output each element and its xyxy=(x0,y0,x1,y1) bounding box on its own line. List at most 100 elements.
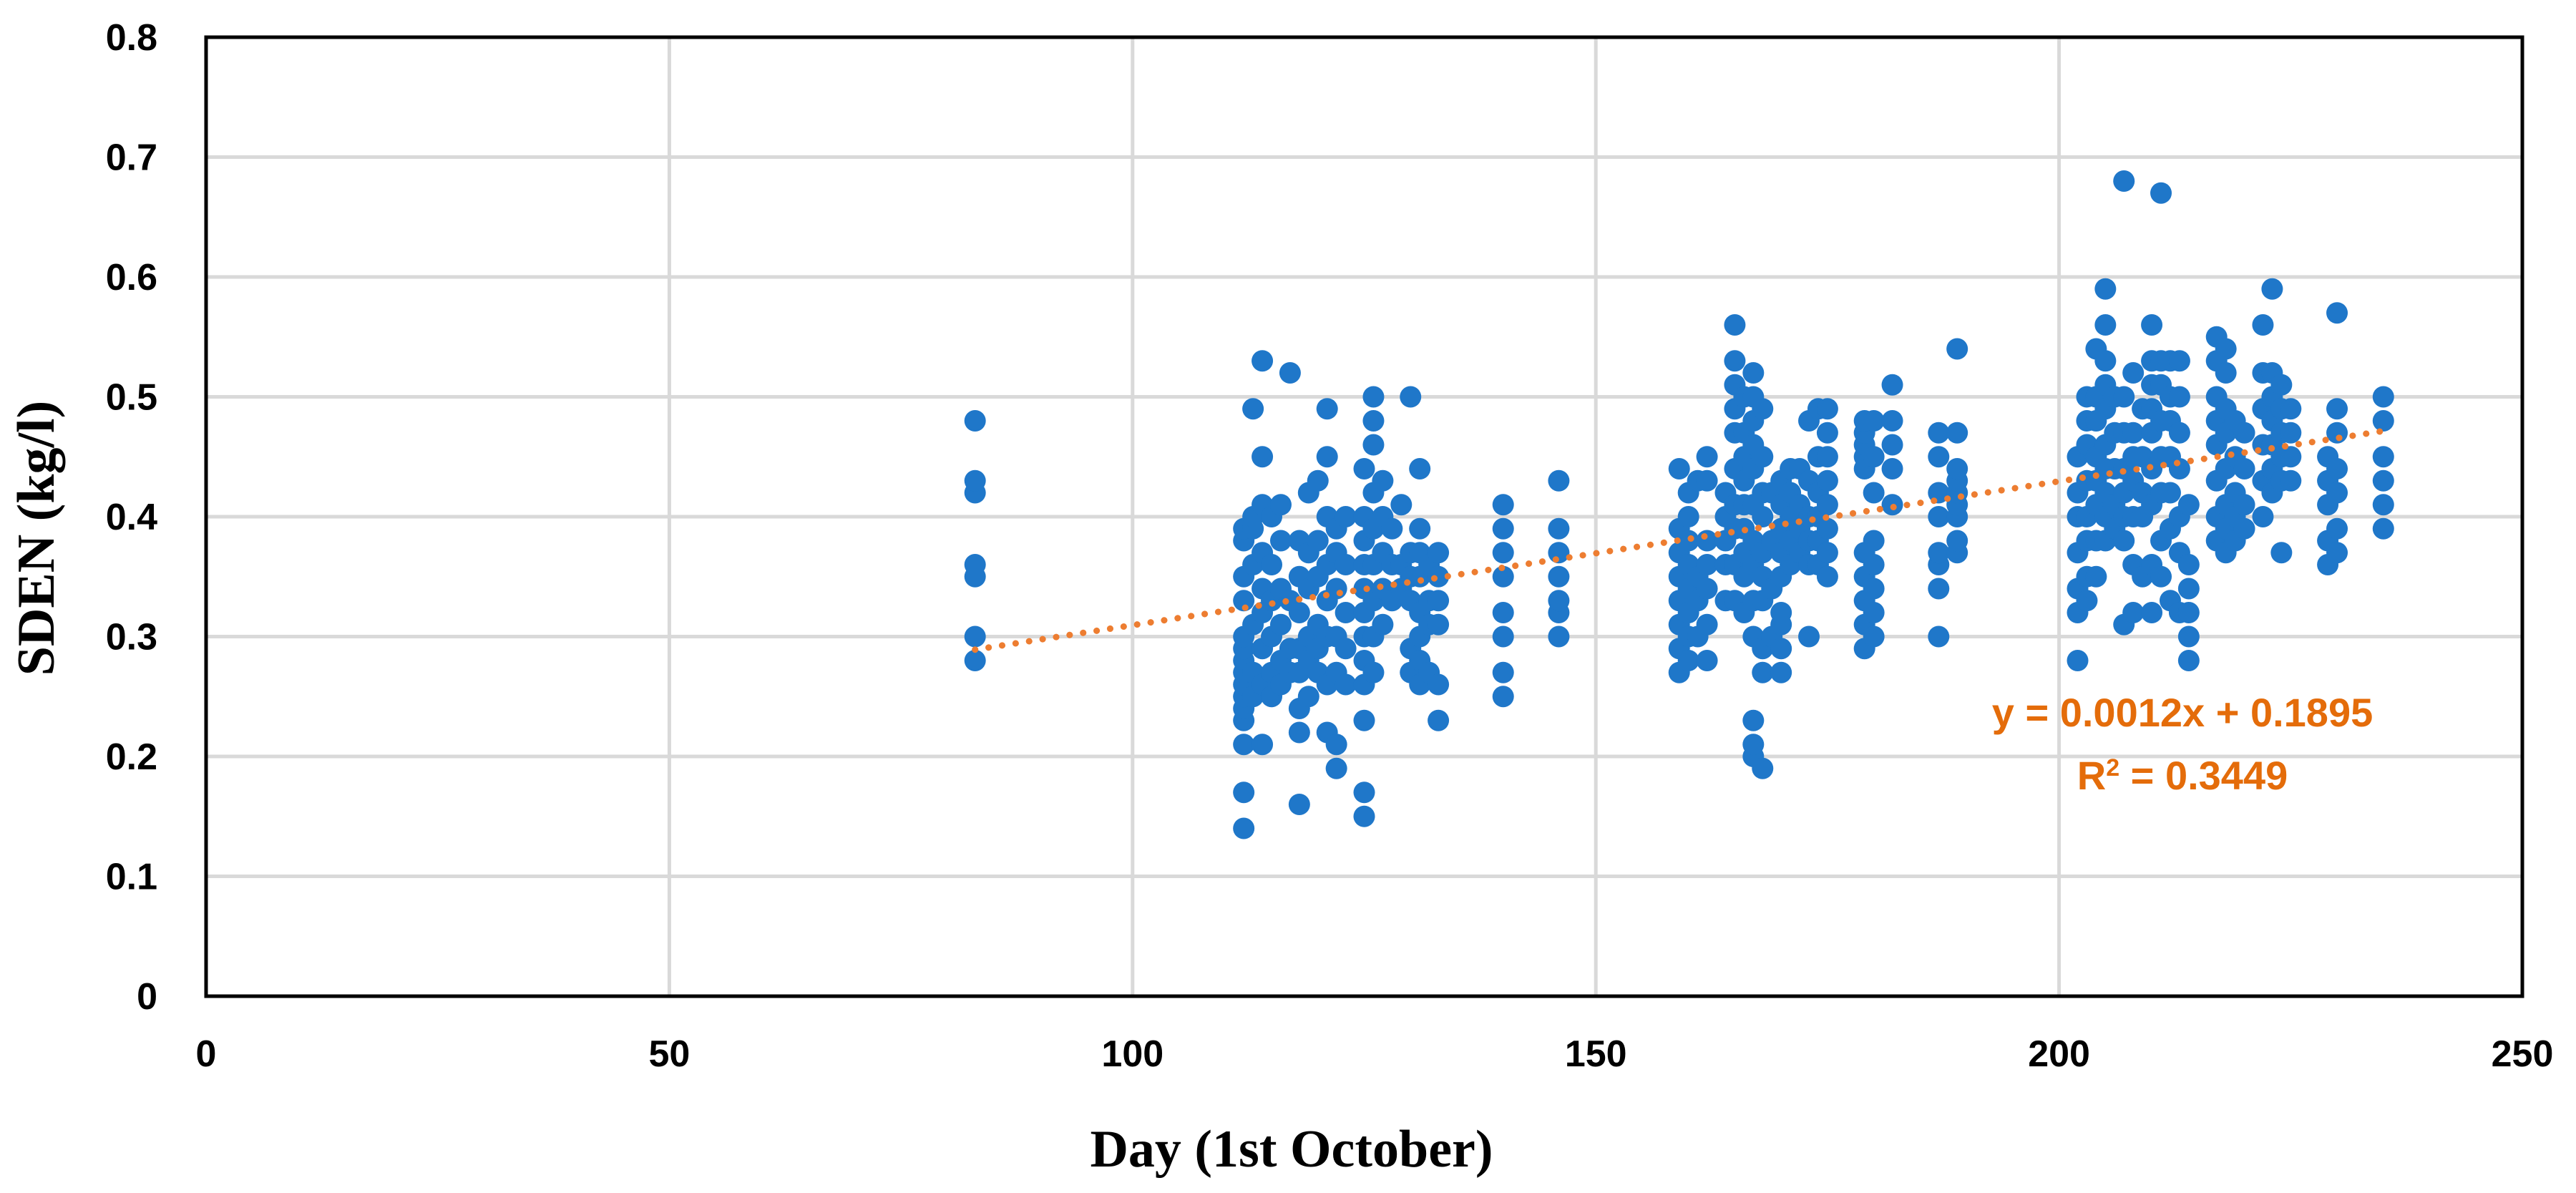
data-point xyxy=(1372,469,1394,492)
data-point xyxy=(964,469,986,492)
data-point xyxy=(1770,661,1792,683)
x-tick-label: 250 xyxy=(2492,1033,2554,1075)
data-point xyxy=(2122,362,2145,384)
data-point xyxy=(1548,625,1570,648)
x-axis-tick-labels: 0 50 100 150 200 250 xyxy=(196,1033,2554,1075)
data-point xyxy=(2372,517,2394,540)
data-point xyxy=(1946,338,1968,360)
data-point xyxy=(1863,482,1885,504)
data-point xyxy=(1724,314,1746,336)
data-point xyxy=(1881,410,1903,432)
data-point xyxy=(2372,494,2394,516)
data-point xyxy=(1752,661,1774,683)
data-point xyxy=(1279,362,1301,384)
data-point xyxy=(1816,517,1838,540)
trendline-r-squared: R2 = 0.3449 xyxy=(2077,753,2288,798)
data-point xyxy=(1816,446,1838,468)
data-point xyxy=(1390,494,1413,516)
data-point xyxy=(1946,530,1968,552)
data-point xyxy=(1335,602,1357,623)
data-point xyxy=(2233,422,2255,444)
data-point xyxy=(1335,554,1357,575)
data-point xyxy=(2372,469,2394,492)
data-point xyxy=(2215,362,2237,384)
data-point xyxy=(2326,398,2348,420)
data-point xyxy=(1881,374,1903,396)
x-tick-label: 50 xyxy=(648,1033,690,1075)
data-point xyxy=(964,625,986,648)
data-point xyxy=(2122,602,2145,623)
data-point xyxy=(2261,278,2283,300)
data-point xyxy=(1233,734,1255,756)
data-point xyxy=(2113,170,2135,192)
data-point xyxy=(2150,565,2172,588)
data-point xyxy=(2094,350,2117,372)
data-point xyxy=(1677,650,1699,671)
data-point xyxy=(1946,458,1968,479)
data-point xyxy=(1742,709,1765,731)
data-point xyxy=(2252,506,2274,527)
data-point xyxy=(1668,458,1690,479)
data-point xyxy=(1381,517,1403,540)
data-point xyxy=(1307,530,1329,552)
data-point xyxy=(1492,686,1514,708)
data-point xyxy=(1548,469,1570,492)
data-point xyxy=(1548,517,1570,540)
data-point xyxy=(2372,446,2394,468)
data-point xyxy=(1928,422,1950,444)
data-point xyxy=(2270,374,2293,396)
data-point xyxy=(1492,565,1514,588)
data-point xyxy=(2326,422,2348,444)
data-point xyxy=(1863,530,1885,552)
data-point xyxy=(1770,638,1792,660)
data-point xyxy=(2168,386,2190,408)
data-point xyxy=(964,650,986,671)
data-point xyxy=(1269,613,1292,636)
data-point xyxy=(2168,350,2190,372)
data-point xyxy=(1928,542,1950,564)
data-point xyxy=(1816,398,1838,420)
data-point xyxy=(2215,338,2237,360)
data-point xyxy=(2150,182,2172,204)
data-point xyxy=(1400,386,1422,408)
data-point xyxy=(1353,781,1375,804)
data-point xyxy=(1881,434,1903,456)
data-point xyxy=(1928,506,1950,527)
data-point xyxy=(1696,469,1718,492)
data-point xyxy=(1428,709,1450,731)
data-point xyxy=(2168,422,2190,444)
data-point xyxy=(1335,638,1357,660)
data-point xyxy=(1269,530,1292,552)
data-point xyxy=(2372,410,2394,432)
data-point xyxy=(2326,542,2348,564)
data-point xyxy=(2113,530,2135,552)
data-point xyxy=(1233,817,1255,839)
data-point xyxy=(1269,494,1292,516)
y-tick-label: 0.2 xyxy=(106,736,157,778)
data-point xyxy=(1752,757,1774,779)
data-point xyxy=(1428,590,1450,612)
data-point xyxy=(1353,709,1375,731)
data-point xyxy=(2122,422,2145,444)
trendline-equation: y = 0.0012x + 0.1895 xyxy=(1992,690,2373,735)
data-point xyxy=(1335,673,1357,696)
data-point xyxy=(1362,661,1385,683)
data-point xyxy=(1428,542,1450,564)
data-point xyxy=(1492,625,1514,648)
y-axis-title: SDEN (kg/l) xyxy=(7,401,66,676)
x-tick-label: 100 xyxy=(1101,1033,1163,1075)
data-point xyxy=(1881,458,1903,479)
data-point xyxy=(2280,469,2302,492)
data-point xyxy=(1752,446,1774,468)
data-point xyxy=(2141,602,2163,623)
data-point xyxy=(1252,446,1274,468)
data-point xyxy=(2326,302,2348,324)
data-point xyxy=(1724,350,1746,372)
data-point xyxy=(1548,590,1570,612)
data-point xyxy=(2270,542,2293,564)
data-point xyxy=(1288,602,1310,623)
data-point xyxy=(1233,590,1255,612)
data-point xyxy=(964,554,986,575)
data-point xyxy=(1362,410,1385,432)
plot-area-frame xyxy=(204,35,2524,998)
